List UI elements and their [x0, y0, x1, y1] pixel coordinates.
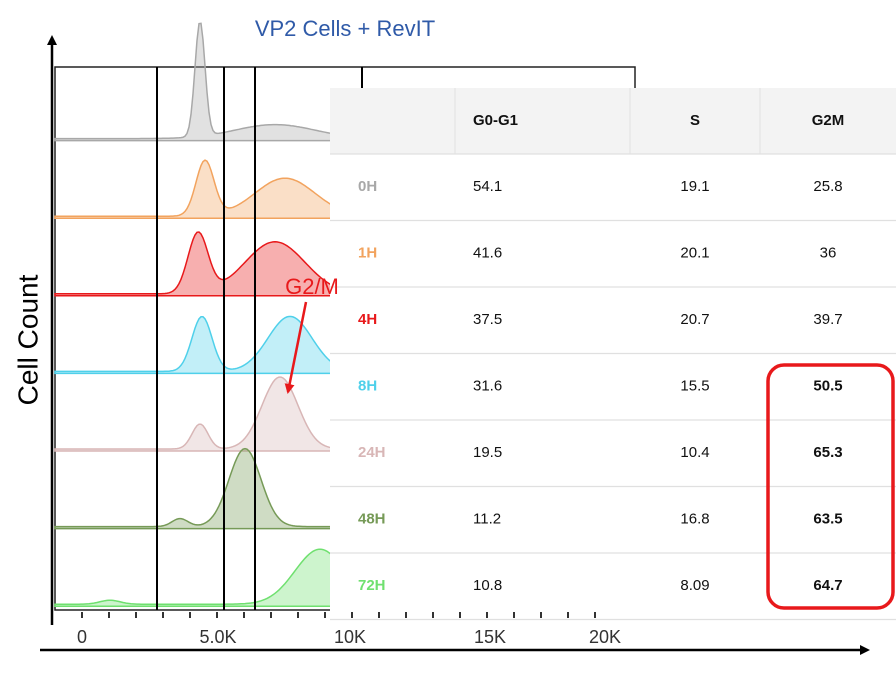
annotation-arrow: [284, 301, 308, 394]
cell: 37.5: [473, 311, 502, 328]
x-tick-label: 15K: [474, 627, 506, 647]
cell: 31.6: [473, 378, 502, 395]
cell: 54.1: [473, 178, 502, 195]
histogram: [54, 447, 334, 530]
row-label: 8H: [358, 378, 377, 395]
cell: 25.8: [813, 178, 842, 195]
histograms: [54, 22, 334, 607]
cell: 10.8: [473, 577, 502, 594]
histogram: [54, 231, 333, 297]
x-tick-label: 10K: [334, 627, 366, 647]
cell: 36: [820, 245, 837, 262]
y-axis-label: Cell Count: [12, 274, 43, 405]
cell: 11.2: [473, 511, 501, 528]
cell: 16.8: [680, 511, 709, 528]
row-label: 1H: [358, 245, 377, 262]
cell: 19.5: [473, 444, 502, 461]
histogram: [54, 22, 333, 142]
x-tick-label: 20K: [589, 627, 621, 647]
x-ticks: 0 5.0K 10K 15K 20K: [77, 612, 621, 647]
cell: 39.7: [813, 311, 842, 328]
cell: 50.5: [813, 378, 842, 395]
cell: 63.5: [813, 511, 842, 528]
histogram: [54, 548, 333, 607]
cell: 20.1: [680, 245, 709, 262]
table: G0-G1 S G2M 0H 54.1 19.1 25.8 1H 41.6 20.1 36 4H 37.…: [330, 88, 896, 621]
cell: 8.09: [680, 577, 709, 594]
cell: 10.4: [680, 444, 709, 461]
column-header: S: [690, 112, 700, 129]
cell: 20.7: [680, 311, 709, 328]
highlight-box: [766, 363, 895, 610]
cell: 41.6: [473, 245, 502, 262]
header-background: [330, 88, 896, 154]
row-label: 24H: [358, 444, 386, 461]
histogram: [54, 159, 333, 219]
cell: 15.5: [680, 378, 709, 395]
x-tick-label: 0: [77, 627, 87, 647]
cell: 64.7: [813, 577, 842, 594]
x-tick-label: 5.0K: [199, 627, 236, 647]
row-label: 48H: [358, 511, 386, 528]
column-header: G0-G1: [473, 112, 518, 129]
row-label: 4H: [358, 311, 377, 328]
cell: 65.3: [813, 444, 842, 461]
row-label: 72H: [358, 577, 386, 594]
column-header: G2M: [812, 112, 845, 129]
histogram: [54, 376, 334, 452]
cell: 19.1: [680, 178, 709, 195]
title: VP2 Cells + RevIT: [255, 16, 435, 41]
histogram: [54, 315, 333, 375]
annotation: G2/M: [285, 274, 339, 299]
row-label: 0H: [358, 178, 377, 195]
